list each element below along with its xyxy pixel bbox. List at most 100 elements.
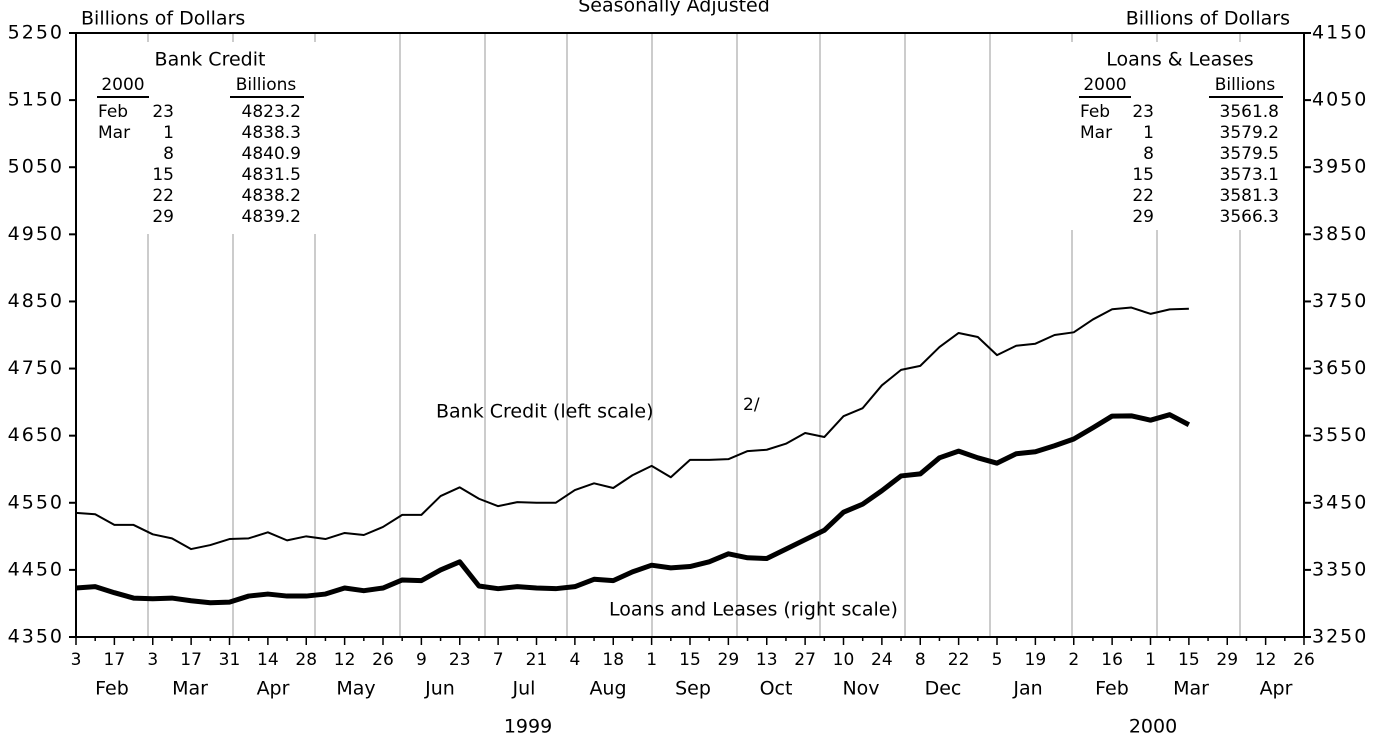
month-label: Apr	[257, 678, 290, 700]
series-line	[75, 412, 1191, 606]
x-tick-label: 19	[1025, 650, 1047, 670]
table-value: 3579.5	[1220, 144, 1279, 164]
y-tick-label: 4650	[8, 424, 64, 446]
x-tick-label: 26	[1293, 650, 1315, 670]
year-label: 1999	[504, 716, 552, 738]
y-tick-label: 5050	[8, 156, 64, 178]
table-day: 29	[152, 207, 174, 227]
chart-title: Seasonally Adjusted	[578, 0, 770, 17]
series-line	[75, 306, 1189, 551]
month-label: Mar	[1173, 678, 1209, 700]
table-month: Feb	[98, 102, 128, 122]
y2-axis-title: Billions of Dollars	[1126, 8, 1290, 30]
x-tick-label: 18	[602, 650, 624, 670]
x-tick-label: 2	[1068, 650, 1079, 670]
table-day: 1	[1143, 123, 1154, 143]
x-tick-label: 29	[1216, 650, 1238, 670]
month-label: Aug	[589, 678, 626, 700]
annotation-footnote: 2/	[743, 395, 760, 415]
x-tick-label: 23	[449, 650, 471, 670]
table-day: 8	[1143, 144, 1154, 164]
y2-tick-label: 3850	[1312, 223, 1368, 245]
x-tick-label: 9	[416, 650, 427, 670]
y-tick-label: 4850	[8, 290, 64, 312]
x-tick-label: 4	[569, 650, 580, 670]
table-day: 15	[152, 165, 174, 185]
x-tick-label: 16	[1101, 650, 1123, 670]
y2-tick-label: 3250	[1312, 626, 1368, 648]
y2-tick-label: 4150	[1312, 22, 1368, 44]
annotation: Loans and Leases (right scale)	[609, 599, 898, 621]
table-month: Mar	[98, 123, 130, 143]
y2-tick-label: 3950	[1312, 156, 1368, 178]
x-tick-label: 1	[646, 650, 657, 670]
table-value: 4840.9	[242, 144, 301, 164]
x-tick-label: 29	[718, 650, 740, 670]
annotation: Bank Credit (left scale)	[436, 401, 654, 423]
x-tick-label: 26	[372, 650, 394, 670]
month-label: Sep	[675, 678, 711, 700]
table-value: 4838.2	[242, 186, 301, 206]
x-tick-label: 15	[679, 650, 701, 670]
table-title: Loans & Leases	[1106, 49, 1253, 71]
table-day: 22	[1132, 186, 1154, 206]
table-background	[90, 42, 325, 234]
month-label: Jan	[1012, 678, 1042, 700]
month-label: Jun	[424, 678, 455, 700]
y2-tick-label: 3650	[1312, 357, 1368, 379]
x-tick-label: 7	[493, 650, 504, 670]
table-value: 4823.2	[242, 102, 301, 122]
x-tick-label: 5	[992, 650, 1003, 670]
table-day: 22	[152, 186, 174, 206]
month-label: Mar	[172, 678, 208, 700]
table-header: Billions	[236, 75, 297, 95]
x-tick-label: 8	[915, 650, 926, 670]
y2-tick-label: 3550	[1312, 424, 1368, 446]
table-title: Bank Credit	[155, 49, 266, 71]
month-label: Feb	[95, 678, 129, 700]
month-label: Apr	[1260, 678, 1293, 700]
table-value: 3581.3	[1220, 186, 1279, 206]
month-label: Oct	[760, 678, 793, 700]
table-value: 3579.2	[1220, 123, 1279, 143]
table-day: 29	[1132, 207, 1154, 227]
x-tick-label: 15	[1178, 650, 1200, 670]
x-tick-label: 28	[295, 650, 317, 670]
x-tick-label: 31	[219, 650, 241, 670]
y-tick-label: 4950	[8, 223, 64, 245]
table-value: 3561.8	[1220, 102, 1279, 122]
table-value: 4838.3	[242, 123, 301, 143]
table-value: 3566.3	[1220, 207, 1279, 227]
y-tick-label: 5150	[8, 89, 64, 111]
table-day: 8	[163, 144, 174, 164]
table-day: 1	[163, 123, 174, 143]
x-tick-label: 21	[526, 650, 548, 670]
x-tick-label: 12	[1255, 650, 1277, 670]
y-tick-label: 5250	[8, 22, 64, 44]
x-tick-label: 3	[147, 650, 158, 670]
x-tick-label: 14	[257, 650, 279, 670]
x-tick-label: 27	[794, 650, 816, 670]
month-label: Feb	[1095, 678, 1129, 700]
x-tick-label: 1	[1145, 650, 1156, 670]
y2-tick-label: 3450	[1312, 491, 1368, 513]
month-label: Dec	[925, 678, 962, 700]
y2-tick-label: 3350	[1312, 558, 1368, 580]
y-axis-title: Billions of Dollars	[81, 8, 245, 30]
table-value: 4831.5	[242, 165, 301, 185]
table-value: 4839.2	[242, 207, 301, 227]
month-label: Jul	[512, 678, 536, 700]
table-header: 2000	[1083, 75, 1126, 95]
table-header: 2000	[101, 75, 144, 95]
table-day: 15	[1132, 165, 1154, 185]
x-tick-label: 22	[948, 650, 970, 670]
y-tick-label: 4550	[8, 491, 64, 513]
month-label: Nov	[842, 678, 879, 700]
x-tick-label: 13	[756, 650, 778, 670]
y-tick-label: 4750	[8, 357, 64, 379]
y2-tick-label: 3750	[1312, 290, 1368, 312]
x-tick-label: 3	[71, 650, 82, 670]
y-tick-label: 4450	[8, 558, 64, 580]
x-tick-label: 17	[104, 650, 126, 670]
